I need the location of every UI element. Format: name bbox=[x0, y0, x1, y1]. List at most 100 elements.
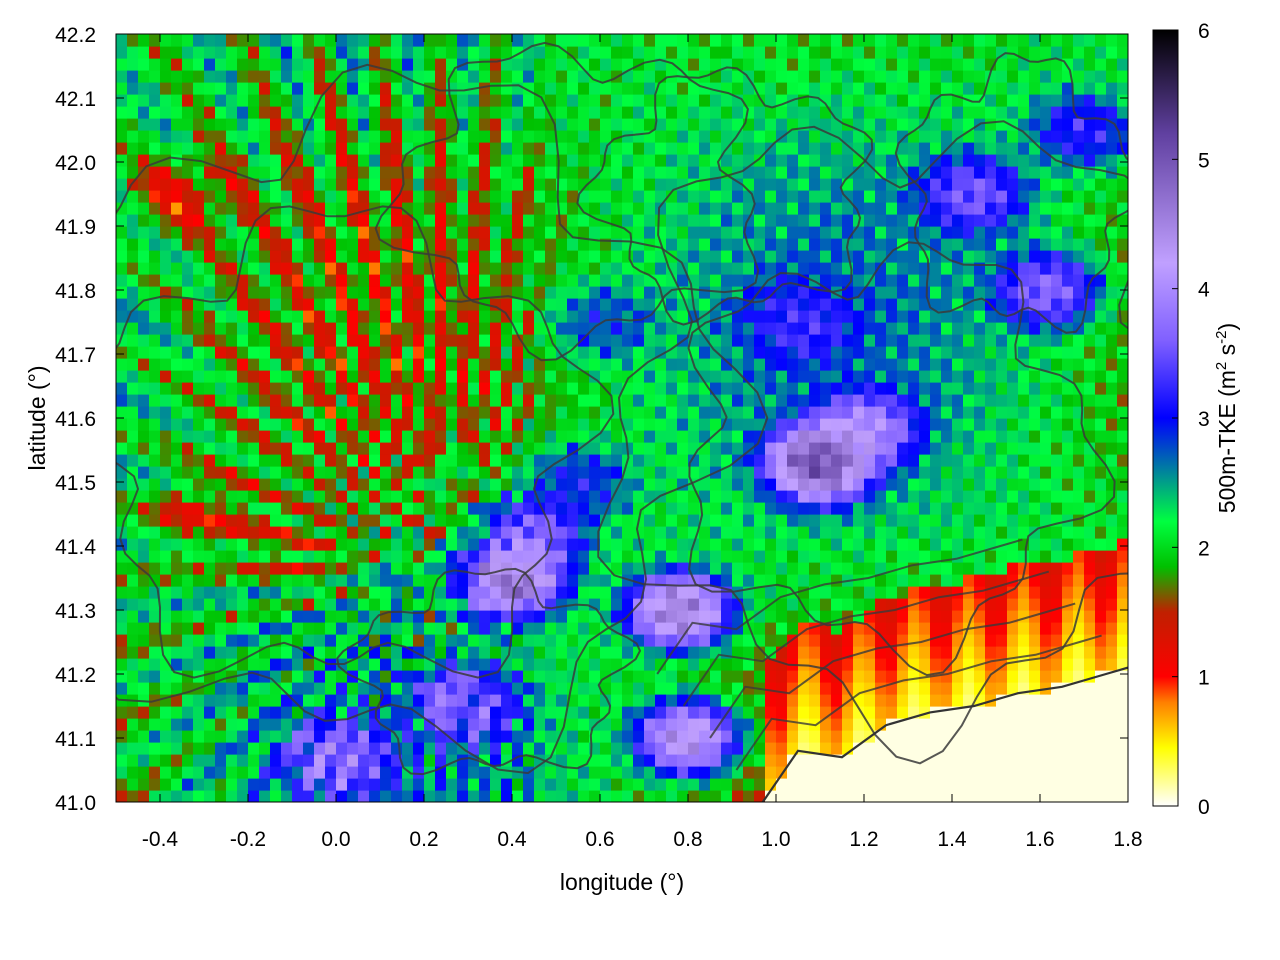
heatmap-cell bbox=[182, 718, 194, 731]
heatmap-cell bbox=[336, 790, 348, 802]
heatmap-cell bbox=[237, 778, 249, 791]
heatmap-cell bbox=[776, 586, 788, 599]
heatmap-cell bbox=[479, 718, 491, 731]
heatmap-cell bbox=[314, 574, 326, 587]
heatmap-cell bbox=[864, 610, 876, 623]
heatmap-cell bbox=[578, 46, 590, 59]
heatmap-cell bbox=[215, 238, 227, 251]
heatmap-cell bbox=[534, 262, 546, 275]
heatmap-cell bbox=[270, 346, 282, 359]
heatmap-cell bbox=[248, 142, 260, 155]
heatmap-cell bbox=[424, 526, 436, 539]
heatmap-cell bbox=[116, 394, 128, 407]
heatmap-cell bbox=[853, 718, 865, 731]
heatmap-cell bbox=[468, 466, 480, 479]
heatmap-cell bbox=[556, 502, 568, 515]
heatmap-cell bbox=[182, 274, 194, 287]
heatmap-cell bbox=[754, 358, 766, 371]
heatmap-cell bbox=[765, 322, 777, 335]
heatmap-cell bbox=[160, 454, 172, 467]
heatmap-cell bbox=[864, 778, 876, 791]
heatmap-cell bbox=[391, 214, 403, 227]
heatmap-cell bbox=[468, 598, 480, 611]
heatmap-cell bbox=[787, 106, 799, 119]
heatmap-cell bbox=[798, 238, 810, 251]
heatmap-cell bbox=[589, 754, 601, 767]
heatmap-cell bbox=[611, 514, 623, 527]
heatmap-cell bbox=[523, 286, 535, 299]
heatmap-cell bbox=[732, 526, 744, 539]
heatmap-cell bbox=[941, 466, 953, 479]
heatmap-cell bbox=[556, 358, 568, 371]
heatmap-cell bbox=[567, 646, 579, 659]
heatmap-cell bbox=[798, 646, 810, 659]
heatmap-cell bbox=[600, 646, 612, 659]
heatmap-cell bbox=[732, 406, 744, 419]
heatmap-cell bbox=[809, 658, 821, 671]
heatmap-cell bbox=[468, 694, 480, 707]
heatmap-cell bbox=[875, 310, 887, 323]
heatmap-cell bbox=[952, 178, 964, 191]
heatmap-cell bbox=[787, 154, 799, 167]
heatmap-cell bbox=[754, 382, 766, 395]
heatmap-cell bbox=[919, 610, 931, 623]
heatmap-cell bbox=[160, 178, 172, 191]
heatmap-cell bbox=[666, 766, 678, 779]
heatmap-cell bbox=[721, 334, 733, 347]
heatmap-cell bbox=[765, 298, 777, 311]
heatmap-cell bbox=[754, 550, 766, 563]
heatmap-cell bbox=[402, 598, 414, 611]
heatmap-cell bbox=[897, 646, 909, 659]
heatmap-cell bbox=[699, 190, 711, 203]
heatmap-cell bbox=[831, 166, 843, 179]
heatmap-cell bbox=[897, 262, 909, 275]
heatmap-cell bbox=[798, 382, 810, 395]
heatmap-cell bbox=[897, 478, 909, 491]
heatmap-cell bbox=[347, 526, 359, 539]
heatmap-cell bbox=[369, 502, 381, 515]
heatmap-cell bbox=[182, 58, 194, 71]
heatmap-cell bbox=[655, 682, 667, 695]
heatmap-cell bbox=[160, 790, 172, 802]
heatmap-cell bbox=[534, 286, 546, 299]
heatmap-cell bbox=[567, 382, 579, 395]
heatmap-cell bbox=[919, 742, 931, 755]
heatmap-cell bbox=[853, 382, 865, 395]
heatmap-cell bbox=[512, 370, 524, 383]
heatmap-cell bbox=[545, 202, 557, 215]
heatmap-cell bbox=[149, 406, 161, 419]
heatmap-cell bbox=[853, 118, 865, 131]
heatmap-cell bbox=[479, 202, 491, 215]
heatmap-cell bbox=[347, 742, 359, 755]
heatmap-cell bbox=[182, 574, 194, 587]
heatmap-cell bbox=[820, 514, 832, 527]
heatmap-cell bbox=[204, 178, 216, 191]
heatmap-cell bbox=[215, 226, 227, 239]
heatmap-cell bbox=[160, 262, 172, 275]
heatmap-cell bbox=[215, 598, 227, 611]
heatmap-cell bbox=[688, 454, 700, 467]
heatmap-cell bbox=[226, 694, 238, 707]
heatmap-cell bbox=[391, 46, 403, 59]
heatmap-cell bbox=[435, 766, 447, 779]
heatmap-cell bbox=[314, 694, 326, 707]
heatmap-cell bbox=[688, 226, 700, 239]
heatmap-cell bbox=[820, 214, 832, 227]
heatmap-cell bbox=[644, 670, 656, 683]
heatmap-cell bbox=[644, 178, 656, 191]
heatmap-cell bbox=[215, 178, 227, 191]
heatmap-cell bbox=[523, 58, 535, 71]
heatmap-cell bbox=[875, 442, 887, 455]
heatmap-cell bbox=[413, 598, 425, 611]
heatmap-cell bbox=[578, 538, 590, 551]
heatmap-cell bbox=[853, 454, 865, 467]
heatmap-cell bbox=[138, 346, 150, 359]
heatmap-cell bbox=[941, 106, 953, 119]
heatmap-cell bbox=[765, 526, 777, 539]
heatmap-cell bbox=[644, 610, 656, 623]
heatmap-cell bbox=[490, 178, 502, 191]
heatmap-cell bbox=[809, 646, 821, 659]
heatmap-cell bbox=[875, 346, 887, 359]
heatmap-cell bbox=[402, 298, 414, 311]
heatmap-cell bbox=[556, 778, 568, 791]
